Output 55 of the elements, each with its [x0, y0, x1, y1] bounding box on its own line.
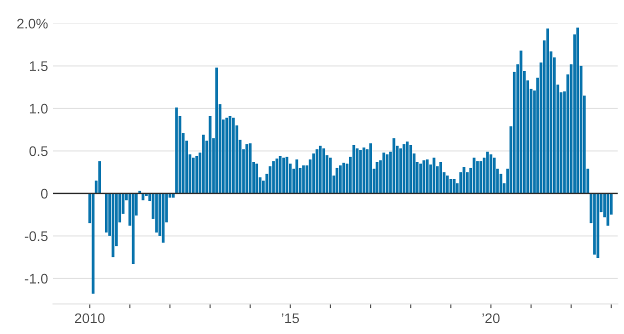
bar — [202, 134, 205, 194]
y-tick-label: 0.5 — [29, 146, 48, 156]
bar — [175, 108, 178, 194]
bar — [362, 148, 366, 194]
bar — [329, 158, 332, 194]
y-tick-label: 2.0% — [17, 18, 48, 29]
bar — [392, 138, 396, 194]
bar — [232, 118, 235, 194]
bar — [155, 193, 158, 233]
bar — [312, 153, 315, 194]
bar — [486, 152, 489, 194]
bar — [215, 68, 218, 194]
bar — [286, 156, 288, 194]
bar — [399, 148, 402, 194]
bar — [596, 193, 600, 258]
bar — [208, 116, 212, 194]
bar — [419, 164, 422, 194]
bar — [476, 161, 479, 194]
bar — [546, 28, 550, 194]
bar — [276, 158, 278, 194]
bar — [576, 28, 580, 194]
bar — [302, 165, 305, 194]
y-tick-label: 1.5 — [30, 61, 48, 72]
bar — [132, 193, 135, 264]
bar — [432, 158, 436, 194]
y-tick-label: -1.0 — [24, 274, 48, 284]
bar — [225, 118, 228, 194]
bar — [422, 160, 426, 194]
bar — [339, 165, 342, 194]
bar — [520, 50, 522, 194]
y-tick-label: 0 — [41, 188, 48, 199]
bar — [472, 158, 476, 194]
x-tick-label: 2010 — [74, 313, 105, 324]
bar — [98, 161, 101, 194]
bar — [462, 167, 466, 194]
bar — [316, 149, 318, 194]
bar — [490, 154, 492, 194]
bar — [402, 144, 406, 194]
y-tick-label: -0.5 — [24, 231, 48, 242]
bar — [104, 193, 108, 233]
bar — [92, 193, 95, 294]
x-tick-label: ’20 — [482, 313, 500, 324]
bar — [369, 143, 372, 194]
y-tick-label: 1.0 — [30, 104, 48, 114]
bar — [142, 193, 144, 200]
x-tick-label: ’15 — [282, 313, 299, 324]
bar — [272, 161, 275, 194]
bar — [593, 193, 596, 255]
bar — [228, 116, 232, 194]
bar — [282, 158, 285, 194]
bar — [376, 162, 378, 194]
bar — [446, 176, 449, 194]
bar — [112, 193, 114, 258]
bar — [359, 150, 362, 194]
bar — [336, 168, 338, 194]
